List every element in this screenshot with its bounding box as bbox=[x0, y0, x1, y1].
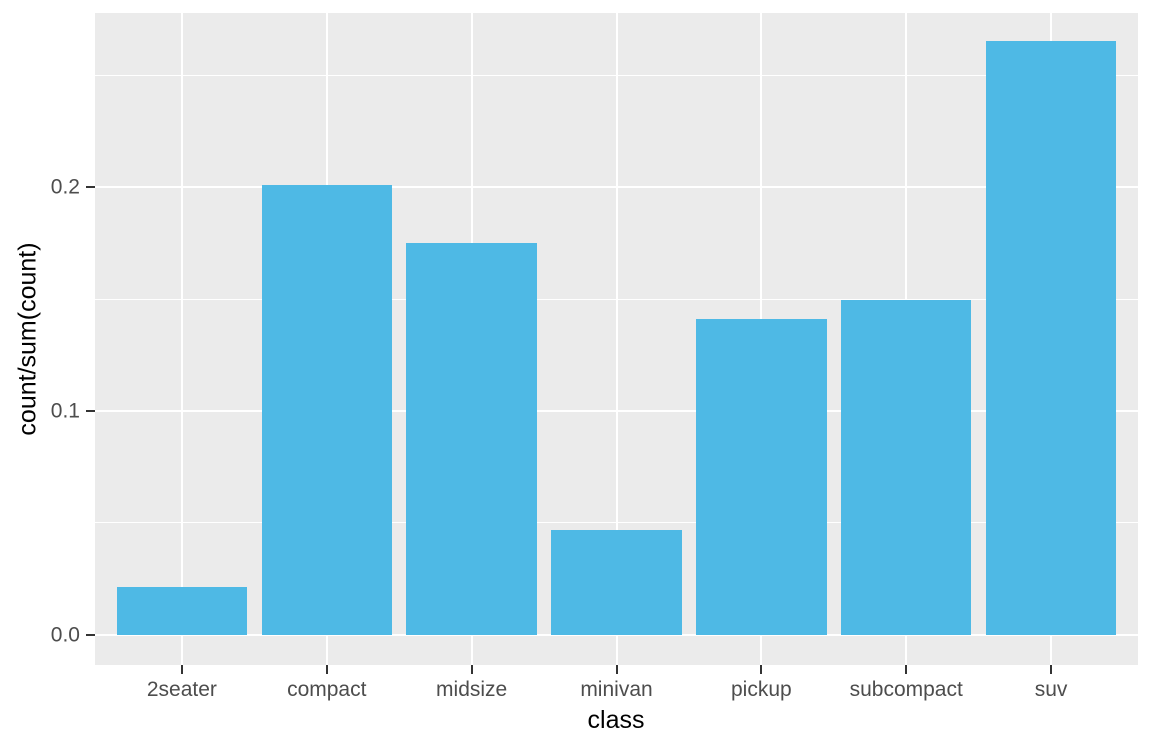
x-tick-mark bbox=[1050, 665, 1053, 674]
bar-compact bbox=[261, 185, 392, 635]
x-tick-label-compact: compact bbox=[287, 678, 367, 701]
bar-2seater bbox=[116, 587, 248, 635]
gridline-vertical bbox=[615, 13, 618, 665]
y-tick-mark bbox=[86, 633, 95, 636]
x-tick-mark bbox=[615, 665, 618, 674]
x-tick-label-minivan: minivan bbox=[580, 678, 653, 701]
x-axis-title: class bbox=[587, 706, 645, 734]
y-tick-label: 0.2 bbox=[50, 175, 80, 199]
x-tick-mark bbox=[470, 665, 473, 674]
x-tick-mark bbox=[905, 665, 908, 674]
x-tick-label-suv: suv bbox=[1034, 678, 1068, 701]
bar-suv bbox=[985, 41, 1117, 635]
y-tick-label: 0.0 bbox=[50, 623, 80, 647]
plot-panel bbox=[95, 13, 1138, 665]
x-tick-label-2seater: 2seater bbox=[146, 678, 217, 701]
x-tick-label-pickup: pickup bbox=[731, 678, 792, 701]
x-tick-label-subcompact: subcompact bbox=[849, 678, 963, 701]
bar-midsize bbox=[406, 242, 537, 635]
y-tick-mark bbox=[86, 410, 95, 412]
x-tick-mark bbox=[325, 665, 328, 674]
y-tick-mark bbox=[86, 186, 95, 189]
gridline-vertical bbox=[180, 13, 183, 665]
bar-minivan bbox=[551, 529, 682, 635]
y-axis-title: count/sum(count) bbox=[13, 242, 42, 436]
x-tick-label-midsize: midsize bbox=[436, 678, 508, 701]
bar-subcompact bbox=[841, 299, 972, 635]
y-tick-label: 0.1 bbox=[50, 399, 80, 423]
bar-pickup bbox=[696, 319, 827, 635]
x-tick-mark bbox=[180, 665, 183, 674]
x-tick-mark bbox=[760, 665, 763, 674]
